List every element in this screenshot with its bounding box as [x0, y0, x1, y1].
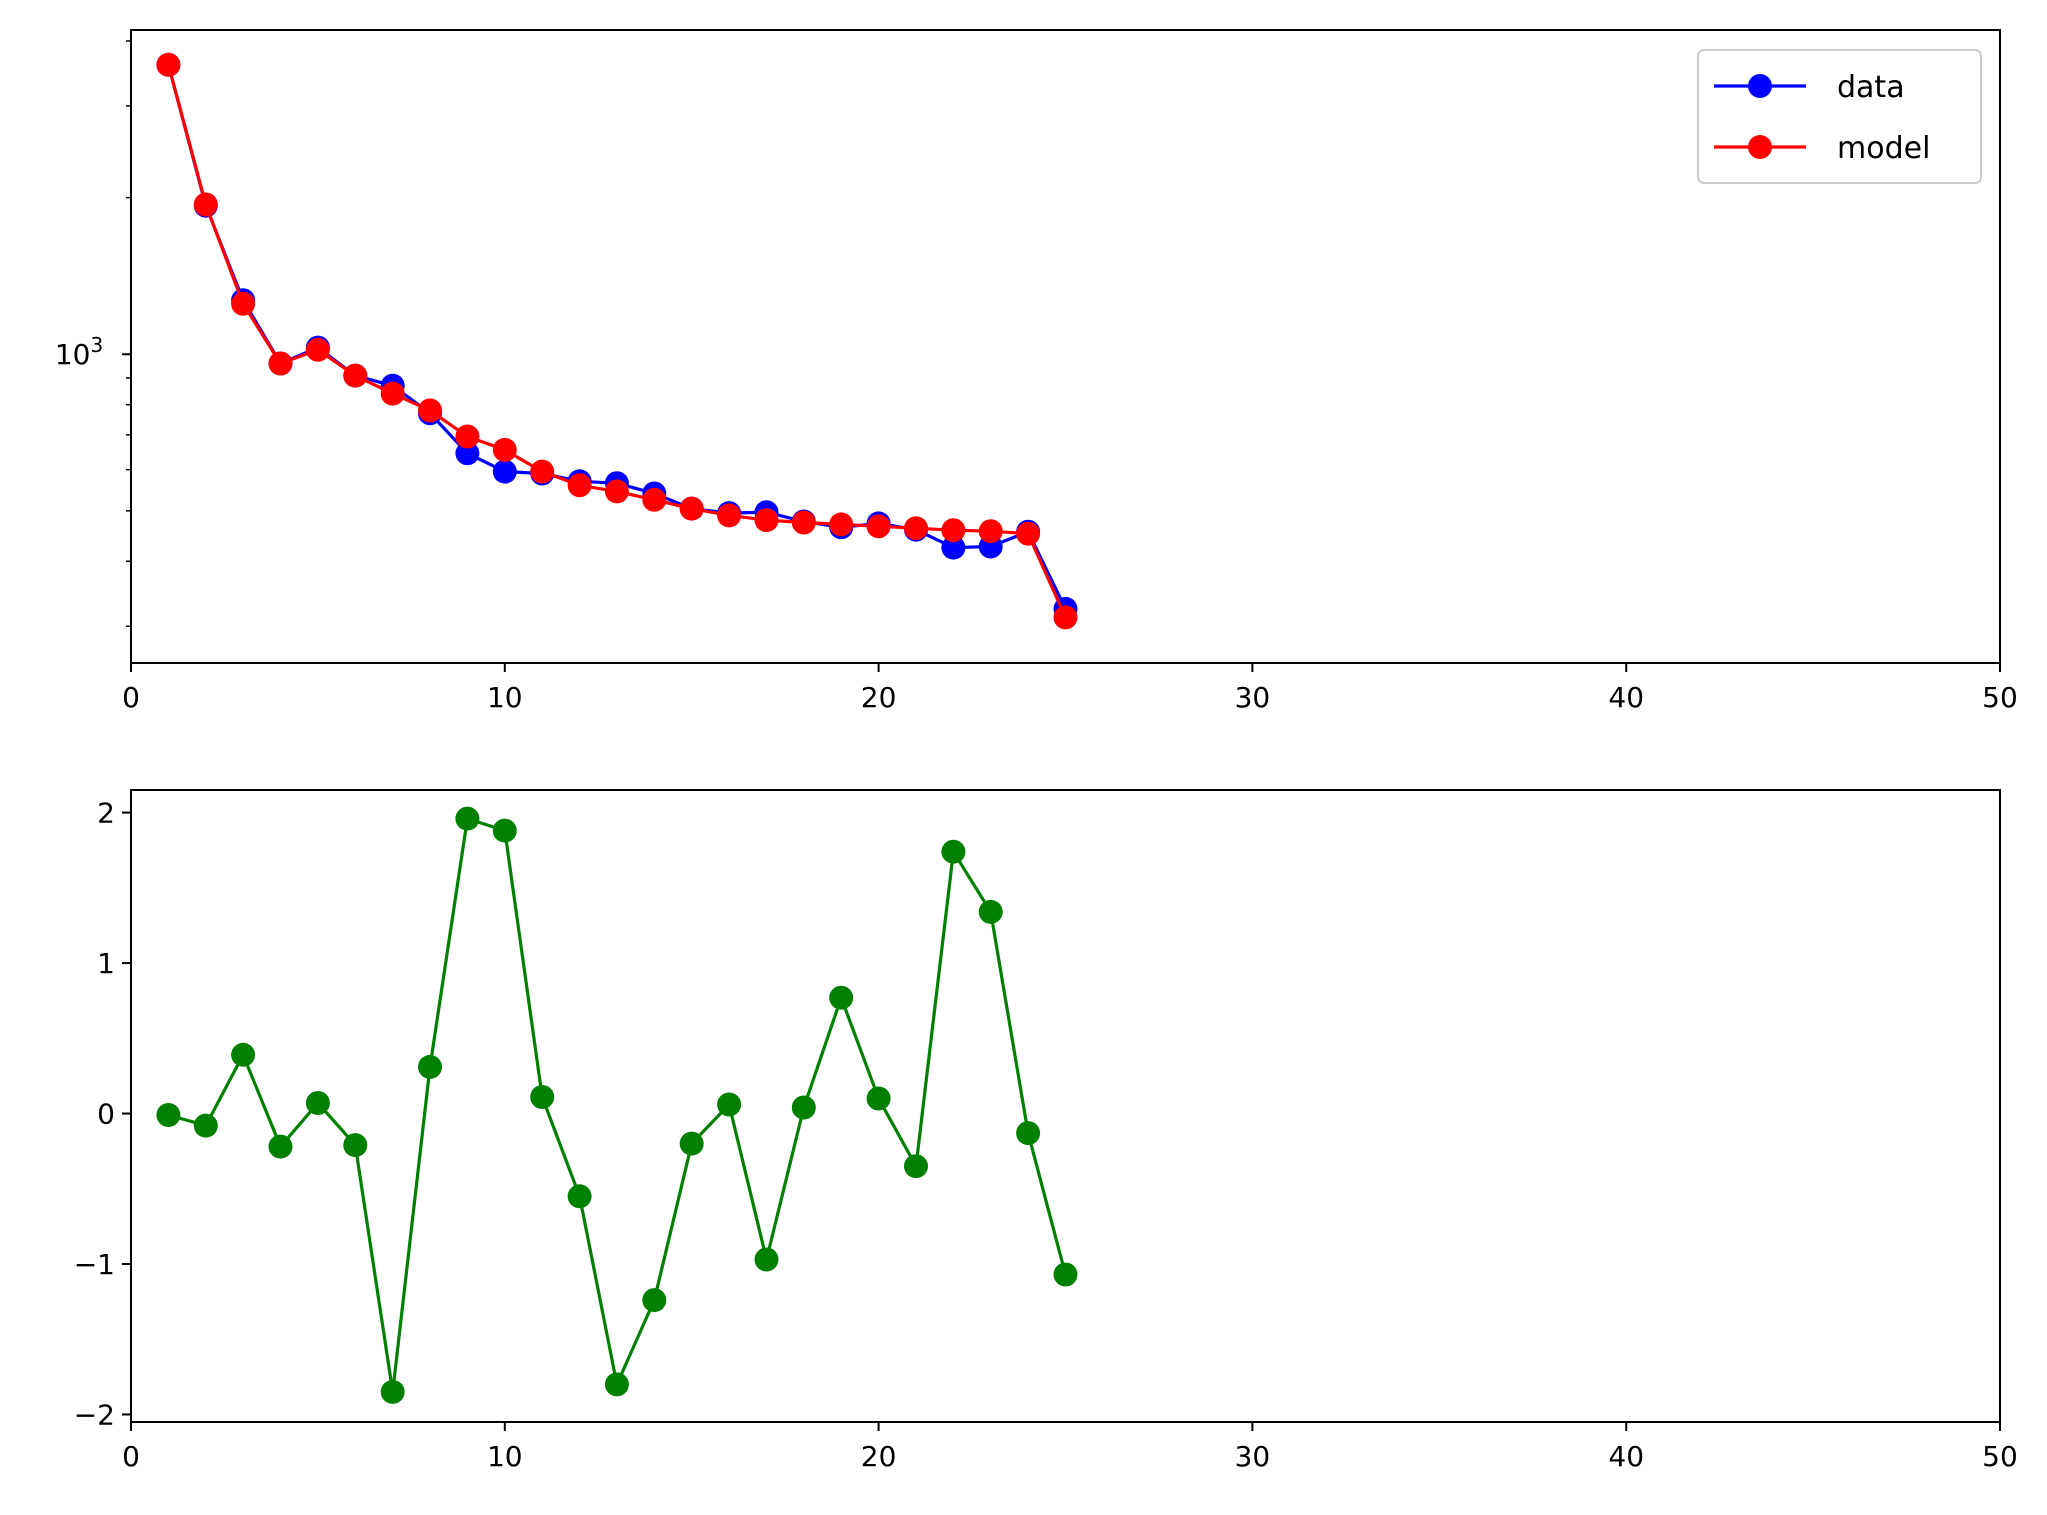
- bottom-series-0-point: [343, 1133, 368, 1158]
- top-x-tick-label: 0: [122, 681, 140, 714]
- top-series-0-line: [166, 64, 1067, 610]
- legend-data-marker: [1748, 74, 1772, 98]
- top-series-1-point: [380, 381, 405, 406]
- bottom-series-0-point: [978, 899, 1003, 924]
- bottom-series-0-point: [717, 1092, 742, 1117]
- bottom-y-tick-label: 0: [97, 1098, 115, 1131]
- top-series-1-point: [904, 516, 928, 541]
- top-series-1-point: [679, 496, 704, 521]
- legend: data model: [1697, 49, 1982, 184]
- top-series-1-point: [791, 510, 816, 535]
- top-y-tick-label-base: 10: [55, 338, 91, 371]
- bottom-series-0-point: [754, 1247, 779, 1272]
- bottom-x-tick-label: 40: [1608, 1440, 1644, 1473]
- top-series-1-point: [754, 508, 779, 533]
- top-series-1-point: [305, 337, 330, 362]
- top-series-1-line: [166, 64, 1067, 619]
- bottom-series-0-point: [679, 1131, 704, 1156]
- bottom-series-0-point: [193, 1113, 218, 1138]
- bottom-series-0-point: [418, 1054, 442, 1079]
- top-x-tick-label: 30: [1235, 681, 1271, 714]
- bottom-series-0-point: [941, 839, 966, 864]
- top-x-tick-label: 10: [487, 681, 523, 714]
- top-series-1-point: [530, 459, 555, 484]
- bottom-x-tick-label: 20: [861, 1440, 897, 1473]
- bottom-series-0-point: [829, 985, 854, 1010]
- bottom-series-0-point: [268, 1134, 293, 1159]
- top-x-tick-label: 50: [1982, 681, 2018, 714]
- bottom-series-0-point: [866, 1086, 891, 1111]
- bottom-series-0-point: [305, 1091, 330, 1115]
- bottom-series-0-point: [904, 1154, 928, 1179]
- bottom-series-0-point: [642, 1288, 667, 1313]
- top-series-1-point: [604, 479, 629, 504]
- bottom-series-0-point: [530, 1085, 555, 1109]
- top-series-1-point: [193, 192, 218, 217]
- top-y-tick-label-exponent: 3: [90, 333, 103, 357]
- bottom-series-0-point: [380, 1379, 405, 1404]
- bottom-series-0-point: [604, 1372, 629, 1397]
- top-series-1-point: [1053, 605, 1078, 630]
- top-series-1-point: [268, 351, 293, 376]
- bottom-y-tick-label: −2: [74, 1398, 115, 1431]
- bottom-x-tick-label: 30: [1235, 1440, 1271, 1473]
- bottom-series-0-point: [567, 1184, 592, 1209]
- top-series-1-point: [567, 473, 592, 498]
- bottom-series-0-point: [791, 1095, 816, 1120]
- top-series-1-point: [717, 503, 742, 528]
- top-series-1-point: [418, 398, 442, 423]
- bottom-series-0-point: [231, 1042, 256, 1067]
- legend-data-label: data: [1837, 70, 1905, 105]
- bottom-y-tick-label: −1: [74, 1248, 115, 1281]
- bottom-series-0-point: [1053, 1262, 1078, 1287]
- top-series-1-point: [492, 437, 517, 462]
- bottom-series-0-line: [167, 816, 1068, 1394]
- top-series-0-point: [455, 441, 480, 466]
- top-series-1-point: [455, 424, 480, 449]
- bottom-series-0-point: [1016, 1121, 1041, 1146]
- top-series-1-point: [978, 519, 1003, 544]
- bottom-x-tick-label: 0: [122, 1440, 140, 1473]
- bottom-x-tick-label: 10: [487, 1440, 523, 1473]
- top-y-tick-label: 103: [55, 333, 103, 371]
- top-series-1-point: [343, 363, 368, 388]
- bottom-y-tick-label: 2: [97, 797, 115, 830]
- top-series-1-point: [866, 514, 891, 539]
- top-series-1-point: [156, 52, 181, 77]
- bottom-x-tick-label: 50: [1982, 1440, 2018, 1473]
- top-axes-frame: [130, 29, 2001, 664]
- top-x-tick-label: 40: [1608, 681, 1644, 714]
- bottom-series-0-point: [156, 1103, 181, 1127]
- bottom-y-tick-label: 1: [97, 947, 115, 980]
- top-series-1-point: [231, 291, 256, 316]
- top-x-tick-label: 20: [861, 681, 897, 714]
- bottom-series-0-point: [455, 806, 480, 831]
- top-series-0-point: [941, 535, 966, 560]
- top-series-1-point: [829, 512, 854, 537]
- top-series-1-point: [642, 487, 667, 512]
- top-series-1-point: [1016, 521, 1041, 546]
- top-series-0-point: [492, 459, 517, 484]
- top-series-1-point: [941, 518, 966, 543]
- legend-model-marker: [1748, 135, 1772, 159]
- bottom-panel-residual-plot: 0 10 20 30 40 50 −2 −1 0 1 2: [74, 789, 2018, 1473]
- bottom-axes-frame: [130, 789, 2001, 1423]
- bottom-series-0-point: [492, 818, 517, 843]
- legend-model-label: model: [1837, 131, 1930, 166]
